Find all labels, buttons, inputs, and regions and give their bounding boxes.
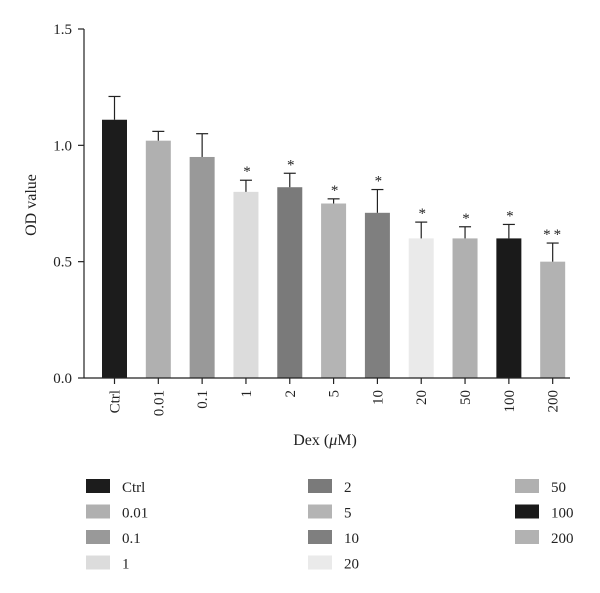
bar bbox=[277, 187, 303, 378]
bar bbox=[364, 212, 390, 378]
x-axis: Ctrl 0.01 0.1 1 2 5 10 20 50 100 200 bbox=[84, 377, 570, 416]
y-tick-label: 1.0 bbox=[53, 138, 72, 154]
x-tick-label: 50 bbox=[458, 390, 474, 405]
bar bbox=[452, 238, 478, 378]
legend-label: 5 bbox=[344, 506, 352, 522]
y-axis: 0.0 0.5 1.0 1.5 bbox=[53, 22, 85, 387]
significance-marker: * bbox=[287, 157, 295, 173]
legend-label: 0.01 bbox=[122, 506, 148, 522]
legend-swatch bbox=[515, 479, 539, 493]
legend-label: 20 bbox=[344, 557, 359, 573]
x-axis-title-unit-symbol: μ bbox=[328, 432, 337, 449]
significance-marker: * bbox=[418, 206, 426, 222]
y-tick-label: 0.5 bbox=[53, 255, 72, 271]
legend-swatch bbox=[308, 555, 332, 570]
bar bbox=[496, 238, 522, 378]
significance-marker: * bbox=[506, 208, 514, 224]
legend-label: 1 bbox=[122, 557, 130, 573]
x-axis-title-suffix: M) bbox=[337, 432, 357, 449]
legend-swatch bbox=[515, 504, 539, 519]
legend-label: Ctrl bbox=[122, 480, 145, 496]
legend-swatch bbox=[308, 530, 332, 544]
x-tick-label: Ctrl bbox=[108, 390, 124, 413]
x-tick-label: 1 bbox=[239, 390, 255, 398]
legend-label: 10 bbox=[344, 531, 359, 547]
legend-swatch bbox=[86, 504, 110, 519]
x-tick-label: 0.1 bbox=[195, 390, 211, 409]
legend-label: 0.1 bbox=[122, 531, 141, 547]
x-tick-label: 10 bbox=[370, 390, 386, 405]
legend-swatch bbox=[86, 479, 110, 493]
legend-swatch bbox=[86, 555, 110, 570]
bar bbox=[189, 156, 215, 378]
y-tick-label: 0.0 bbox=[53, 371, 72, 387]
bar bbox=[321, 203, 347, 378]
bar bbox=[408, 238, 434, 378]
legend-label: 100 bbox=[551, 506, 574, 522]
y-tick-label: 1.5 bbox=[53, 22, 72, 38]
bar bbox=[102, 119, 127, 379]
bars: * **** * *** bbox=[102, 95, 566, 379]
x-axis-title: Dex (μM) bbox=[293, 432, 357, 449]
x-tick-label: 20 bbox=[414, 390, 430, 405]
significance-marker: * bbox=[375, 174, 383, 190]
legend-swatch bbox=[308, 504, 332, 519]
y-axis-title: OD value bbox=[23, 174, 40, 236]
x-tick-label: 100 bbox=[502, 390, 518, 413]
legend-label: 200 bbox=[551, 531, 574, 547]
x-tick-label: 200 bbox=[546, 390, 562, 413]
bar bbox=[540, 261, 566, 378]
x-tick-label: 2 bbox=[283, 390, 299, 398]
x-tick-label: 5 bbox=[327, 390, 343, 398]
significance-marker: ** bbox=[543, 227, 564, 243]
legend-swatch bbox=[308, 479, 332, 493]
legend-swatch bbox=[515, 530, 539, 544]
legend-swatch bbox=[86, 530, 110, 544]
bar bbox=[145, 140, 171, 378]
x-tick-label: 0.01 bbox=[151, 390, 167, 416]
x-axis-title-prefix: Dex ( bbox=[293, 432, 329, 449]
legend-label: 50 bbox=[551, 480, 566, 496]
legend: Ctrl 0.01 0.1 1 2 5 10 20 50 100 200 bbox=[86, 479, 574, 573]
significance-marker: * bbox=[331, 183, 339, 199]
significance-marker: * bbox=[243, 164, 251, 180]
significance-marker: * bbox=[462, 211, 470, 227]
bar bbox=[233, 191, 259, 378]
legend-label: 2 bbox=[344, 480, 352, 496]
